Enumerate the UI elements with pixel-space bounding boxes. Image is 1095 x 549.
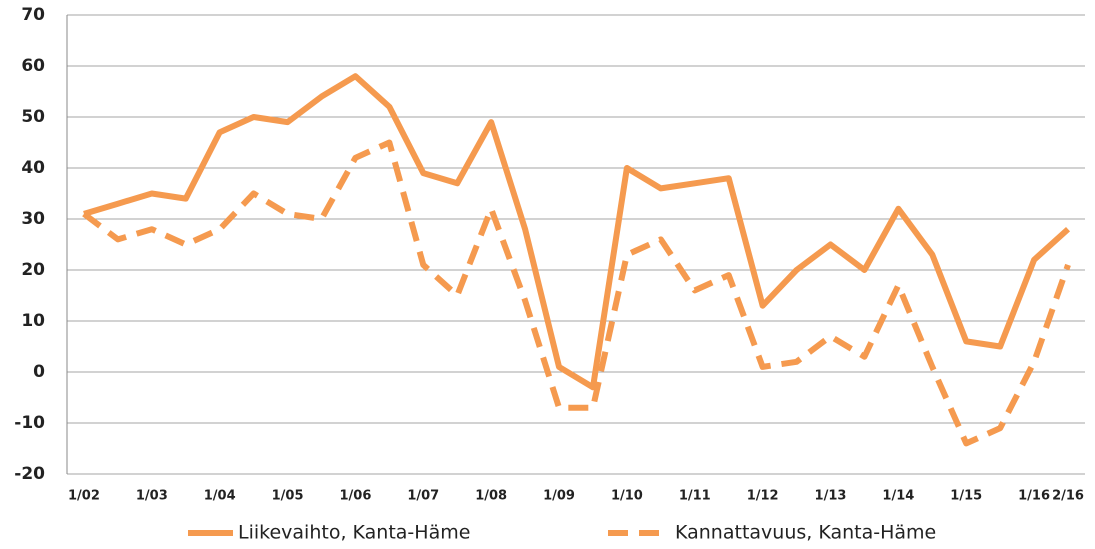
- line-series: [82, 139, 1071, 447]
- x-tick-label: 1/09: [543, 489, 575, 504]
- x-tick-label: 1/02: [68, 489, 100, 504]
- x-tick-label: 1/13: [815, 489, 847, 504]
- x-tick-label: 1/06: [339, 489, 371, 504]
- y-tick-label: 20: [21, 260, 45, 280]
- y-tick-label: 70: [21, 5, 45, 25]
- x-tick-label: 2/16: [1052, 489, 1084, 504]
- y-tick-label: 10: [21, 311, 45, 331]
- x-tick-label: 1/15: [950, 489, 982, 504]
- x-tick-label: 1/05: [272, 489, 304, 504]
- y-tick-label: -20: [14, 464, 45, 484]
- x-tick-label: 1/11: [679, 489, 711, 504]
- y-tick-label: 0: [33, 362, 45, 382]
- x-tick-label: 1/08: [475, 489, 507, 504]
- x-tick-label: 1/10: [611, 489, 643, 504]
- x-tick-label: 1/03: [136, 489, 168, 504]
- y-tick-label: 50: [21, 107, 45, 127]
- x-tick-label: 1/16: [1018, 489, 1050, 504]
- line-series: [83, 73, 1071, 391]
- y-tick-label: 30: [21, 209, 45, 229]
- y-tick-label: -10: [14, 413, 45, 433]
- legend-label: Liikevaihto, Kanta-Häme: [238, 522, 470, 544]
- x-tick-label: 1/14: [882, 489, 914, 504]
- y-tick-label: 40: [21, 158, 45, 178]
- x-tick-label: 1/04: [204, 489, 236, 504]
- x-tick-label: 1/12: [747, 489, 779, 504]
- x-tick-label: 1/07: [407, 489, 439, 504]
- legend-label: Kannattavuus, Kanta-Häme: [675, 522, 936, 544]
- y-tick-label: 60: [21, 56, 45, 76]
